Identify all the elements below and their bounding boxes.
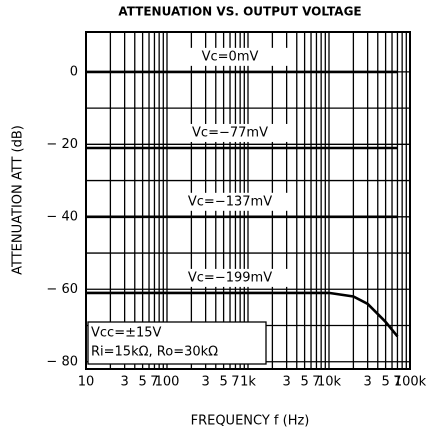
y-tick-label: 0 (70, 64, 78, 79)
y-tick-label: − 80 (46, 354, 78, 369)
x-tick-label: 5 (138, 375, 146, 390)
x-tick-label: 7 (312, 375, 320, 390)
x-tick-label: 3 (364, 375, 372, 390)
x-tick-label: 100 (155, 375, 180, 390)
note: Vcc=±15V (91, 326, 162, 341)
curve (86, 291, 399, 338)
x-tick-label: 5 (381, 375, 389, 390)
note-bg (87, 321, 267, 365)
y-tick-label: − 40 (46, 209, 78, 224)
x-tick-label: 7 (393, 375, 401, 390)
y-tick-label: − 20 (46, 137, 78, 152)
x-tick-label: 7 (231, 375, 239, 390)
x-tick-label: 3 (121, 375, 129, 390)
x-tick-label: 5 (219, 375, 227, 390)
note: Ri=15kΩ, Ro=30kΩ (91, 345, 218, 360)
x-tick-label: 10 (78, 375, 95, 390)
y-tick-label: − 60 (46, 282, 78, 297)
chart-title: ATTENUATION VS. OUTPUT VOLTAGE (118, 5, 361, 19)
series-label: Vc=−137mV (188, 194, 272, 209)
x-tick-label: 5 (300, 375, 308, 390)
label-bg (168, 123, 292, 142)
x-tick-label: 3 (283, 375, 291, 390)
x-tick-label: 1k (240, 375, 256, 390)
label-bg (168, 192, 292, 211)
label-bg (168, 268, 292, 287)
x-tick-label: 3 (202, 375, 210, 390)
label-bg (168, 47, 292, 66)
series-label: Vc=0mV (202, 49, 259, 64)
y-axis-label: ATTENUATION ATT (dB) (11, 125, 26, 275)
x-tick-label: 100k (394, 375, 427, 390)
series-label: Vc=−199mV (188, 270, 272, 285)
x-axis-label: FREQUENCY f (Hz) (191, 414, 310, 429)
series-label: Vc=−77mV (192, 125, 268, 140)
x-tick-label: 10k (317, 375, 342, 390)
x-tick-label: 7 (150, 375, 158, 390)
